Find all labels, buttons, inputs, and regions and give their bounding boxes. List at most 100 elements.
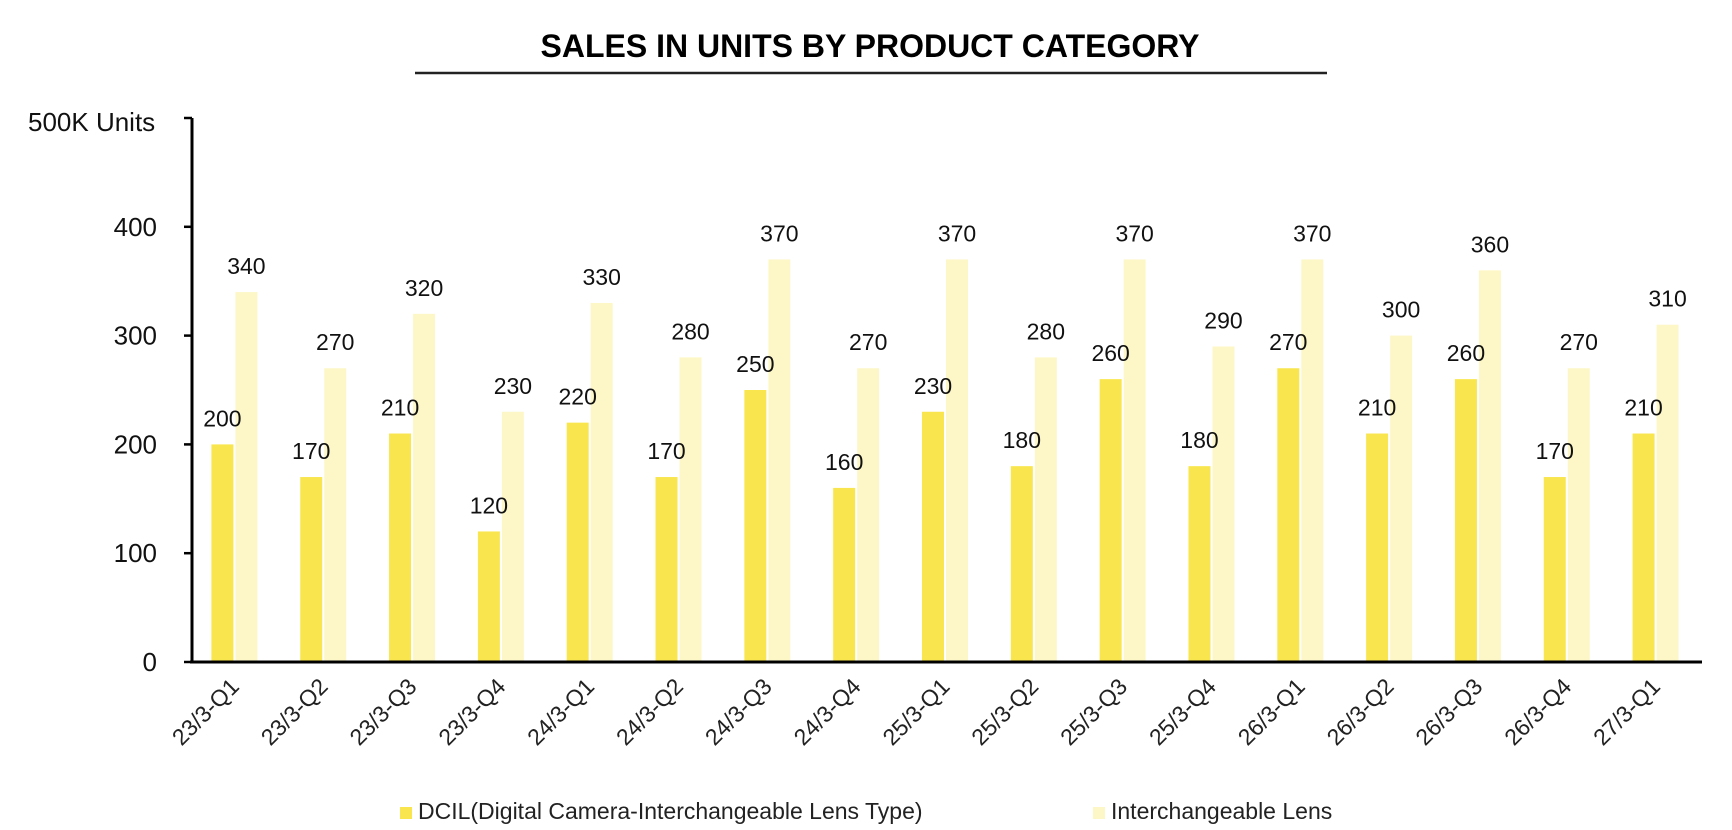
data-label: 210 (381, 395, 419, 421)
x-tick-label: 24/3-Q4 (789, 673, 866, 750)
x-tick-label: 24/3-Q1 (522, 673, 599, 750)
x-tick-label: 26/3-Q3 (1410, 673, 1487, 750)
bar-lens (590, 302, 613, 662)
y-tick-label: 300 (114, 321, 157, 351)
data-label: 170 (647, 438, 685, 464)
bar-lens (1301, 259, 1324, 662)
bar-lens (1123, 259, 1146, 662)
data-label: 210 (1624, 395, 1662, 421)
data-label: 370 (1115, 220, 1153, 246)
data-label: 360 (1471, 231, 1509, 257)
x-tick-label: 25/3-Q3 (1055, 673, 1132, 750)
legend-swatch (400, 807, 412, 819)
bar-lens (857, 368, 880, 662)
bar-lens (1656, 324, 1679, 662)
x-tick-label: 23/3-Q3 (344, 673, 421, 750)
bar-dcil (1188, 466, 1211, 662)
bar-lens (1567, 368, 1590, 662)
data-label: 290 (1204, 307, 1242, 333)
x-tick-label: 25/3-Q1 (877, 673, 954, 750)
bar-dcil (744, 390, 767, 662)
y-tick-label: 100 (114, 538, 157, 568)
bar-lens (235, 292, 258, 662)
data-label: 280 (671, 318, 709, 344)
data-label: 270 (849, 329, 887, 355)
x-tick-label: 23/3-Q2 (256, 673, 333, 750)
x-tick-label: 26/3-Q2 (1322, 673, 1399, 750)
data-label: 180 (1180, 427, 1218, 453)
bar-dcil (1277, 368, 1300, 662)
y-axis-unit-label: 500K Units (28, 107, 155, 137)
data-label: 280 (1027, 318, 1065, 344)
data-label: 270 (1560, 329, 1598, 355)
data-label: 230 (914, 373, 952, 399)
bar-lens (768, 259, 791, 662)
data-label: 230 (494, 373, 532, 399)
data-labels: 200 340 170 270 210 320 120 230 220 330 170 280 250 3… (203, 220, 1687, 518)
x-tick-label: 27/3-Q1 (1588, 673, 1665, 750)
x-axis-tick-labels: 23/3-Q1 23/3-Q2 23/3-Q3 23/3-Q4 24/3-Q1 24/3-… (167, 673, 1665, 750)
x-tick-label: 25/3-Q4 (1144, 673, 1221, 750)
data-label: 220 (559, 384, 597, 410)
data-label: 200 (203, 405, 241, 431)
data-label: 250 (736, 351, 774, 377)
data-label: 170 (292, 438, 330, 464)
data-label: 270 (1269, 329, 1307, 355)
y-tick-label: 0 (143, 647, 157, 677)
data-label: 160 (825, 449, 863, 475)
data-label: 300 (1382, 297, 1420, 323)
bar-lens (1034, 357, 1057, 662)
legend: DCIL(Digital Camera-Interchangeable Lens… (400, 798, 1332, 824)
y-tick-label: 400 (114, 212, 157, 242)
y-axis-ticks: 0 100 200 300 400 (114, 116, 192, 677)
bar-dcil (566, 422, 589, 662)
legend-label: Interchangeable Lens (1111, 798, 1332, 824)
y-tick-label: 200 (114, 429, 157, 459)
bar-dcil (1010, 466, 1033, 662)
bar-lens (679, 357, 702, 662)
bar-dcil (833, 487, 856, 662)
bar-dcil (1543, 477, 1566, 662)
bar-dcil (1099, 379, 1122, 662)
bar-dcil (655, 477, 678, 662)
data-label: 170 (1536, 438, 1574, 464)
data-label: 210 (1358, 395, 1396, 421)
bars (211, 259, 1679, 662)
bar-dcil (211, 444, 234, 662)
bar-lens (946, 259, 968, 662)
data-label: 260 (1091, 340, 1129, 366)
x-tick-label: 25/3-Q2 (966, 673, 1043, 750)
chart-title: SALES IN UNITS BY PRODUCT CATEGORY (540, 28, 1199, 64)
bar-dcil (1454, 379, 1477, 662)
data-label: 330 (583, 264, 621, 290)
bar-dcil (477, 531, 500, 662)
bar-lens (413, 313, 436, 662)
bar-dcil (300, 477, 323, 662)
bar-lens (324, 368, 347, 662)
x-tick-label: 24/3-Q3 (700, 673, 777, 750)
x-tick-label: 23/3-Q1 (167, 673, 244, 750)
data-label: 370 (938, 220, 976, 246)
bar-dcil (1632, 433, 1655, 662)
data-label: 310 (1648, 286, 1686, 312)
legend-swatch (1093, 807, 1105, 819)
data-label: 180 (1003, 427, 1041, 453)
bar-lens (1212, 346, 1235, 662)
data-label: 120 (470, 492, 508, 518)
bar-lens (1478, 270, 1501, 662)
x-tick-label: 24/3-Q2 (611, 673, 688, 750)
data-label: 370 (1293, 220, 1331, 246)
bar-dcil (389, 433, 412, 662)
legend-label: DCIL(Digital Camera-Interchangeable Lens… (418, 798, 923, 824)
data-label: 260 (1447, 340, 1485, 366)
data-label: 340 (227, 253, 265, 279)
bar-lens (1390, 335, 1413, 662)
x-tick-label: 26/3-Q1 (1233, 673, 1310, 750)
bar-dcil (1366, 433, 1389, 662)
x-tick-label: 23/3-Q4 (433, 673, 510, 750)
x-tick-label: 26/3-Q4 (1499, 673, 1576, 750)
data-label: 320 (405, 275, 443, 301)
data-label: 370 (760, 220, 798, 246)
bar-dcil (922, 411, 944, 662)
